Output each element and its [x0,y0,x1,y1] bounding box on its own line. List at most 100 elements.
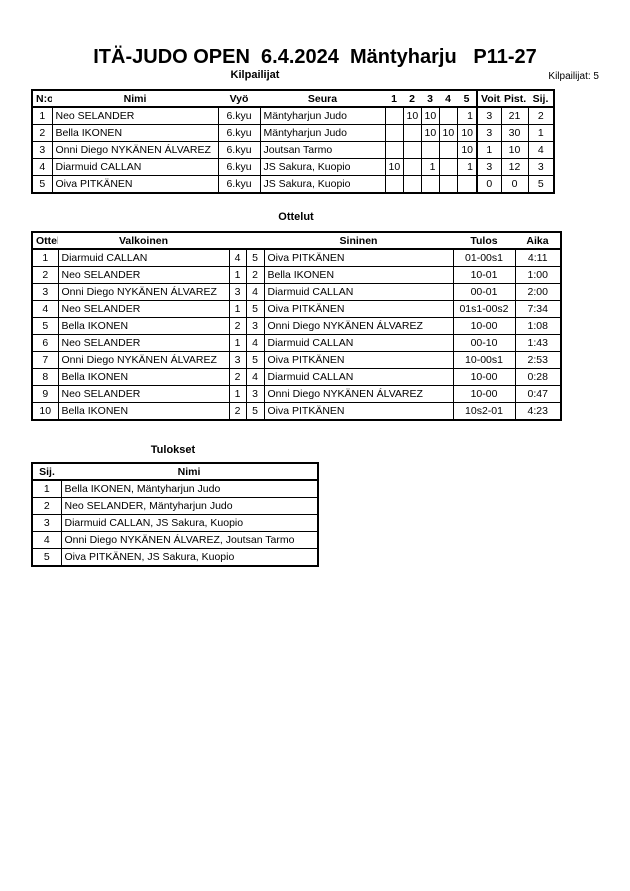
table-cell: 10-00 [452,385,516,403]
table-cell: Bella IKONEN [57,368,230,386]
table-cell: 10 [402,106,422,125]
table-cell: 1 [31,106,53,125]
table-row: 3 Diarmuid CALLAN, JS Sakura, Kuopio [31,514,319,532]
table-cell [384,106,404,125]
table-cell: Diarmuid CALLAN [57,248,230,267]
table-cell: Oiva PITKÄNEN, JS Sakura, Kuopio [60,548,319,567]
table-cell: 1 [527,124,555,142]
column-header: Sij. [528,90,554,108]
table-cell: 00-10 [452,334,516,352]
table-row: 1 Bella IKONEN, Mäntyharjun Judo [31,479,319,498]
column-header: 3 [421,90,439,108]
matches-table: OtteluValkoinenSininenTulosAika1Diarmuid… [31,231,562,421]
table-cell: 5 [245,351,265,369]
table-cell: 4:23 [514,402,562,421]
table-cell: Diarmuid CALLAN [263,368,454,386]
table-cell: 1:43 [514,334,562,352]
table-cell: 4 [31,531,62,549]
table-cell: 2 [228,317,247,335]
table-cell: 3 [476,106,502,125]
table-cell: JS Sakura, Kuopio [259,175,386,194]
table-cell: Bella IKONEN, Mäntyharjun Judo [60,479,319,498]
column-header: 1 [385,90,403,108]
table-cell: Diarmuid CALLAN [51,158,219,176]
table-cell: 1 [228,300,247,318]
table-cell: Onni Diego NYKÄNEN ÁLVAREZ [57,283,230,301]
column-header: Seura [260,90,385,108]
table-cell: 1:00 [514,266,562,284]
table-cell [438,175,458,194]
table-row: 4 Onni Diego NYKÄNEN ÁLVAREZ, Joutsan Tar… [31,531,319,549]
table-cell: Mäntyharjun Judo [259,124,386,142]
column-header: 2 [403,90,421,108]
table-cell: 10 [420,124,440,142]
table-row: 8 Bella IKONEN 2 4 Diarmuid CALLAN 10-00 0:28 [31,368,562,386]
column-header: N:o [32,90,52,108]
table-row: 4 Diarmuid CALLAN 6.kyu JS Sakura, Kuopio 10… [31,158,555,176]
table-cell: Onni Diego NYKÄNEN ÁLVAREZ [263,317,454,335]
competitor-count: Kilpailijat: 5 [548,71,599,82]
results-table: Sij. Nimi 1 Bella IKONEN, Mäntyharjun Judo 2… [31,462,319,567]
table-cell [420,141,440,159]
column-header: Tulos [453,232,515,250]
table-cell: 2 [31,124,53,142]
table-cell: 10-00 [452,317,516,335]
matches-heading: Ottelut [278,211,314,223]
table-cell: 4 [245,283,265,301]
table-cell: 10-01 [452,266,516,284]
table-cell: 6.kyu [217,158,261,176]
table-cell: 1 [228,385,247,403]
results-heading: Tulokset [150,444,196,456]
table-cell: Joutsan Tarmo [259,141,386,159]
column-header: Ottelu [32,232,58,250]
table-cell: 10 [31,402,59,421]
table-cell: Neo SELANDER [57,300,230,318]
table-cell: Onni Diego NYKÄNEN ÁLVAREZ, Joutsan Tarm… [60,531,319,549]
table-cell: 3 [476,158,502,176]
table-row: 7 Onni Diego NYKÄNEN ÁLVAREZ 3 5 Oiva PITKÄN… [31,351,562,369]
table-cell: 4 [245,368,265,386]
table-cell: 1 [456,106,478,125]
table-cell [384,175,404,194]
table-cell: Neo SELANDER [57,385,230,403]
table-cell: 10 [420,106,440,125]
table-cell: 1 [228,266,247,284]
table-cell: 5 [245,300,265,318]
table-row: 1 Neo SELANDER 6.kyu Mäntyharjun Judo 10 10 1 3… [31,106,555,125]
table-cell: Diarmuid CALLAN, JS Sakura, Kuopio [60,514,319,532]
table-cell: 1 [476,141,502,159]
table-cell: 4 [31,300,59,318]
table-cell: 3 [31,141,53,159]
column-header: 4 [439,90,457,108]
table-cell: 2 [31,497,62,515]
table-cell: 4:11 [514,248,562,267]
table-cell: 10 [384,158,404,176]
table-cell: 1 [31,479,62,498]
competitors-heading: Kilpailijat [230,69,280,81]
column-header: Sij. [32,463,61,481]
table-cell: 5 [31,317,59,335]
table-cell: Oiva PITKÄNEN [263,300,454,318]
table-cell: Onni Diego NYKÄNEN ÁLVAREZ [263,385,454,403]
table-cell: 3 [31,283,59,301]
table-cell: 01-00s1 [452,248,516,267]
table-cell: Oiva PITKÄNEN [263,248,454,267]
column-header: Nimi [52,90,218,108]
table-cell: 1:08 [514,317,562,335]
table-cell [402,158,422,176]
table-cell: 01s1-00s2 [452,300,516,318]
table-cell: JS Sakura, Kuopio [259,158,386,176]
table-cell: 6.kyu [217,141,261,159]
table-cell: 5 [527,175,555,194]
table-cell: 30 [500,124,529,142]
table-cell: 10s2-01 [452,402,516,421]
table-cell: 00-01 [452,283,516,301]
table-cell: 0 [500,175,529,194]
table-cell: 2 [527,106,555,125]
table-cell: Neo SELANDER [57,334,230,352]
table-cell: 1 [420,158,440,176]
table-cell: Onni Diego NYKÄNEN ÁLVAREZ [57,351,230,369]
column-header: Vyö [218,90,260,108]
table-cell: 2:53 [514,351,562,369]
competitors-table: N:o Nimi Vyö Seura 1 2 3 4 5 Voit. Pist. Sij. 1 Neo S… [31,89,555,194]
